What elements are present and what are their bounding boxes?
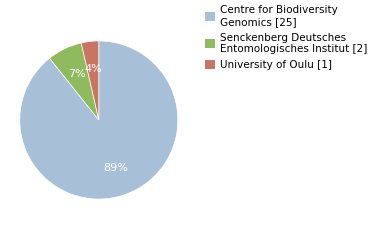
Legend: Centre for Biodiversity
Genomics [25], Senckenberg Deutsches
Entomologisches Ins: Centre for Biodiversity Genomics [25], S… xyxy=(205,5,368,70)
Text: 7%: 7% xyxy=(68,69,86,79)
Wedge shape xyxy=(20,41,178,199)
Text: 4%: 4% xyxy=(84,64,102,74)
Wedge shape xyxy=(49,43,99,120)
Wedge shape xyxy=(81,41,99,120)
Text: 89%: 89% xyxy=(103,163,128,174)
